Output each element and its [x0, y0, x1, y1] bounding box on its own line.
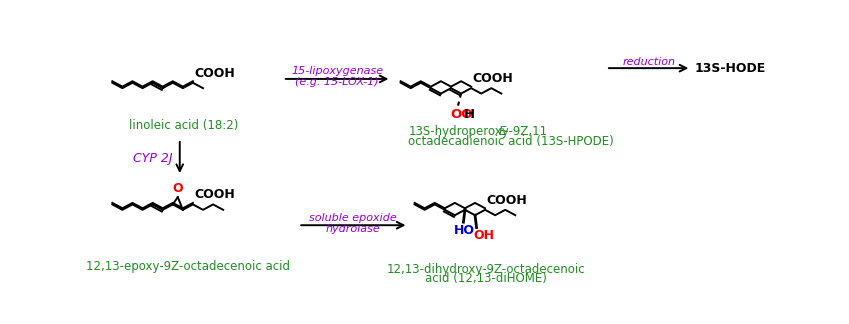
Text: octadecadienoic acid (13S-HPODE): octadecadienoic acid (13S-HPODE)	[408, 135, 614, 148]
Text: linoleic acid (18:2): linoleic acid (18:2)	[129, 119, 239, 132]
Text: COOH: COOH	[473, 72, 514, 85]
Text: 12,13-dihydroxy-9Z-octadecenoic: 12,13-dihydroxy-9Z-octadecenoic	[386, 263, 585, 276]
Text: 12,13-epoxy-9Z-octadecenoic acid: 12,13-epoxy-9Z-octadecenoic acid	[86, 260, 290, 273]
Text: 15-lipoxygenase: 15-lipoxygenase	[291, 66, 383, 76]
Text: COOH: COOH	[194, 67, 235, 80]
Text: OO: OO	[450, 108, 473, 121]
Text: 13S-HODE: 13S-HODE	[694, 62, 766, 75]
Text: acid (12,13-diHOME): acid (12,13-diHOME)	[425, 272, 547, 285]
Text: COOH: COOH	[194, 188, 235, 201]
Text: 13S-hydroperoxy-9Z,11: 13S-hydroperoxy-9Z,11	[408, 125, 548, 138]
Text: COOH: COOH	[486, 194, 527, 207]
Text: (e.g. 15-LOX-1): (e.g. 15-LOX-1)	[295, 77, 379, 87]
Text: O: O	[172, 182, 183, 195]
Text: H: H	[464, 108, 475, 121]
Text: HO: HO	[454, 224, 475, 237]
Text: OH: OH	[474, 229, 494, 242]
Text: soluble epoxide: soluble epoxide	[310, 213, 397, 223]
Text: hydrolase: hydrolase	[326, 224, 380, 234]
Text: E: E	[498, 125, 506, 138]
Text: -: -	[503, 125, 508, 138]
Text: reduction: reduction	[622, 57, 675, 67]
Text: CYP 2J: CYP 2J	[133, 152, 173, 165]
